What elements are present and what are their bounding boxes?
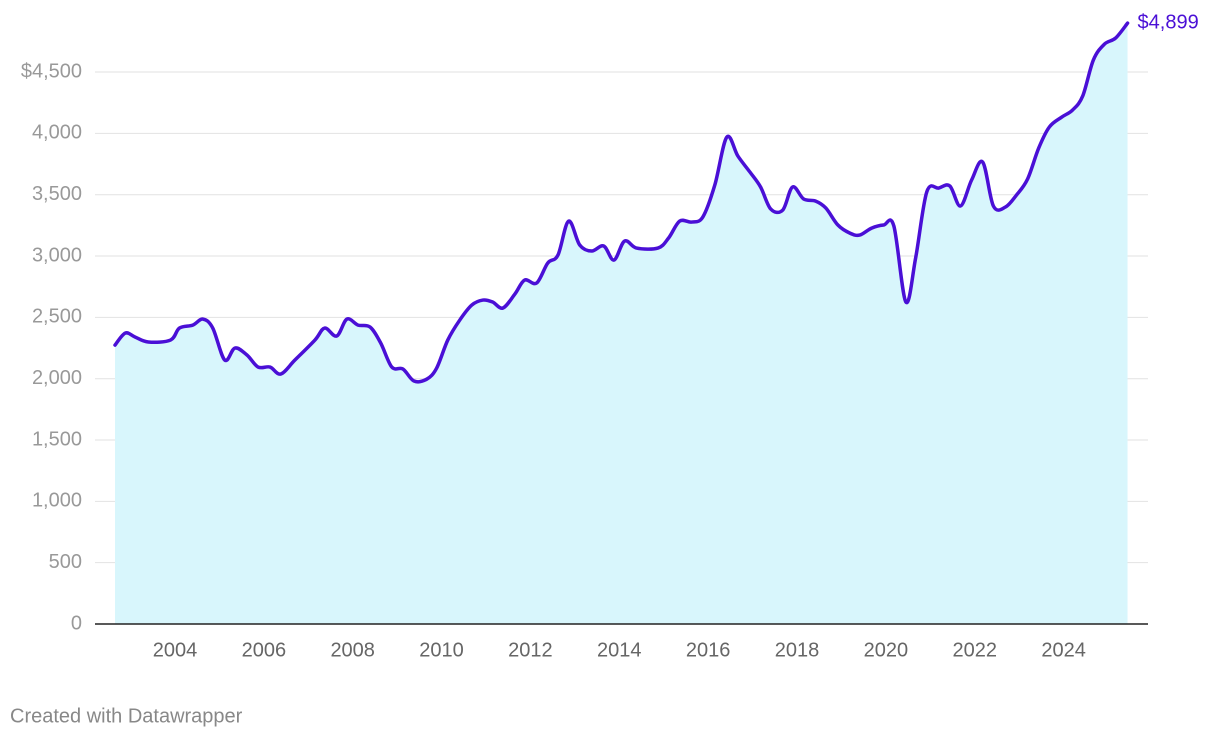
y-tick-label: 2,500: [32, 306, 82, 328]
y-tick-label: 1,000: [32, 490, 82, 512]
y-tick-label: 4,000: [32, 122, 82, 144]
x-tick-label: 2006: [242, 639, 287, 661]
x-tick-label: 2018: [775, 639, 820, 661]
line: [113, 21, 1130, 384]
y-tick-label: $4,500: [21, 60, 82, 82]
y-tick-label: 1,500: [32, 428, 82, 450]
y-tick-label: 3,000: [32, 244, 82, 266]
x-tick-label: 2012: [508, 639, 553, 661]
value-label: $4,899: [1138, 11, 1199, 33]
y-tick-label: 500: [49, 551, 82, 573]
x-tick-label: 2004: [153, 639, 198, 661]
x-tick-label: 2010: [419, 639, 464, 661]
y-tick-label: 3,500: [32, 183, 82, 205]
credit: Created with Datawrapper: [10, 705, 243, 727]
y-tick-label: 2,000: [32, 367, 82, 389]
x-tick-label: 2020: [864, 639, 909, 661]
y-tick-label: 0: [71, 612, 82, 634]
x-tick-label: 2024: [1041, 639, 1086, 661]
x-tick-label: 2022: [952, 639, 997, 661]
area: [114, 23, 1128, 624]
x-tick-label: 2014: [597, 639, 642, 661]
x-tick-label: 2008: [330, 639, 375, 661]
x-tick-label: 2016: [686, 639, 731, 661]
